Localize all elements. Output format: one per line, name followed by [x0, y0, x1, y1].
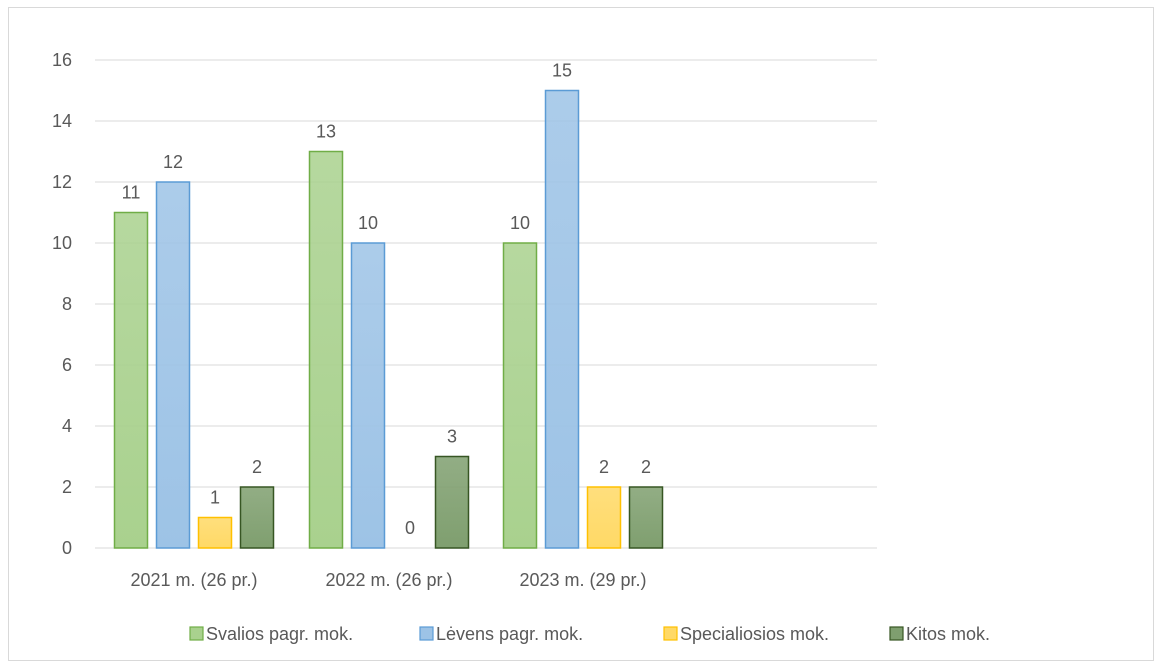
y-tick-label: 6	[62, 355, 72, 375]
data-label: 11	[122, 183, 141, 203]
bar	[350, 242, 386, 549]
chart-frame	[8, 7, 1154, 661]
y-tick-label: 16	[52, 50, 72, 70]
bar	[586, 486, 622, 549]
bar	[308, 150, 344, 549]
legend-label: Specialiosios mok.	[680, 624, 829, 644]
legend-label: Lėvens pagr. mok.	[436, 624, 583, 644]
data-label: 1	[210, 488, 220, 508]
data-label: 13	[316, 122, 336, 142]
y-tick-label: 4	[62, 416, 72, 436]
y-tick-label: 2	[62, 477, 72, 497]
data-label: 10	[358, 213, 378, 233]
data-label: 12	[163, 152, 183, 172]
bar	[434, 455, 470, 549]
x-tick-label: 2021 m. (26 pr.)	[130, 570, 257, 590]
data-label: 15	[552, 61, 572, 81]
legend-label: Kitos mok.	[906, 624, 990, 644]
data-label: 3	[447, 427, 457, 447]
bar	[155, 181, 191, 549]
x-tick-label: 2022 m. (26 pr.)	[325, 570, 452, 590]
bar	[628, 486, 664, 549]
bar	[113, 211, 149, 549]
legend-swatch	[189, 626, 204, 641]
legend-swatch	[419, 626, 434, 641]
y-tick-label: 8	[62, 294, 72, 314]
x-tick-label: 2023 m. (29 pr.)	[519, 570, 646, 590]
data-label: 2	[599, 457, 609, 477]
bar	[502, 242, 538, 549]
data-label: 2	[641, 457, 651, 477]
legend-label: Svalios pagr. mok.	[206, 624, 353, 644]
data-label: 10	[510, 213, 530, 233]
y-tick-label: 14	[52, 111, 72, 131]
data-label: 0	[405, 518, 415, 538]
legend-swatch	[663, 626, 678, 641]
bar	[197, 516, 233, 549]
bar	[239, 486, 275, 549]
data-label: 2	[252, 457, 262, 477]
y-tick-label: 0	[62, 538, 72, 558]
legend-swatch	[889, 626, 904, 641]
y-tick-label: 12	[52, 172, 72, 192]
bar	[544, 89, 580, 549]
y-tick-label: 10	[52, 233, 72, 253]
